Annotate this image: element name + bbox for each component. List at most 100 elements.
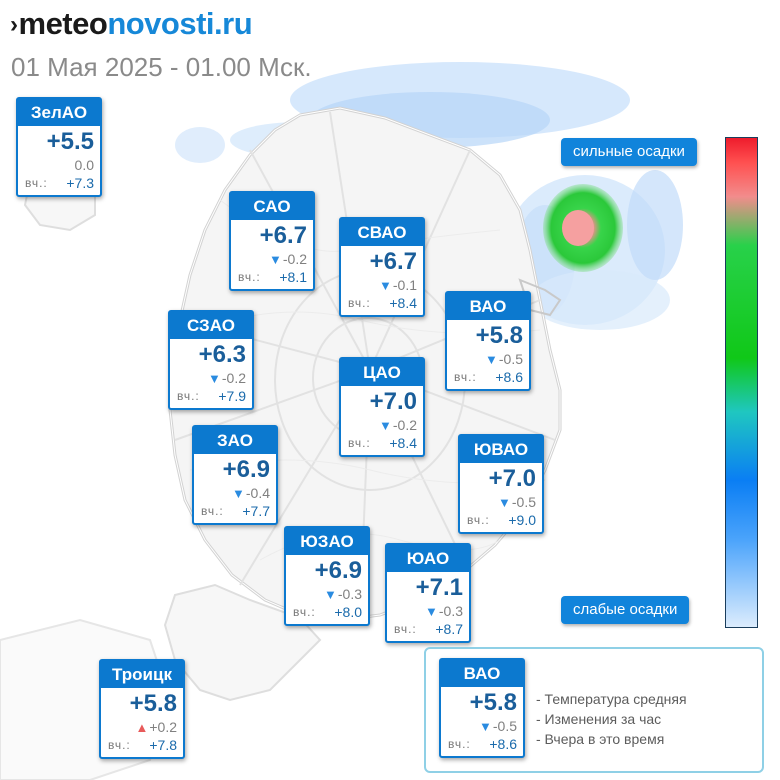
change-value: +0.2 <box>149 719 177 735</box>
arrow-down-icon: ▼ <box>269 252 282 267</box>
legend-note-yesterday: - Вчера в это время <box>536 731 665 747</box>
avg-temperature: +7.0 <box>488 465 536 492</box>
avg-temperature: +6.7 <box>369 248 417 275</box>
avg-temperature: +6.7 <box>259 222 307 249</box>
district-card-yuvao[interactable]: ЮВАО +7.0 ▼-0.5 вч.: +9.0 <box>458 434 544 534</box>
avg-temperature: +6.3 <box>198 341 246 368</box>
yesterday-temperature: +7.7 <box>242 503 270 519</box>
hourly-change: ▼-0.5 <box>485 351 523 367</box>
hourly-change: ▼-0.4 <box>232 485 270 501</box>
avg-temperature: +5.8 <box>129 690 177 717</box>
yesterday-temperature: +8.0 <box>334 604 362 620</box>
scale-label-strong: сильные осадки <box>561 138 697 166</box>
district-card-yuao[interactable]: ЮАО +7.1 ▼-0.3 вч.: +8.7 <box>385 543 471 643</box>
change-value: -0.2 <box>221 370 246 386</box>
scale-label-weak: слабые осадки <box>561 596 690 624</box>
precipitation-color-scale <box>725 137 758 628</box>
district-card-vao[interactable]: ВАО +5.8 ▼-0.5 вч.: +8.6 <box>445 291 531 391</box>
avg-temperature: +5.8 <box>475 322 523 349</box>
yesterday-temperature: +8.4 <box>389 435 417 451</box>
arrow-down-icon: ▼ <box>379 418 392 433</box>
legend-notes: - Температура средняя - Изменения за час… <box>536 689 687 749</box>
yesterday-label: вч.: <box>238 270 261 284</box>
hourly-change: ▲+0.2 <box>135 719 177 735</box>
district-name: ЦАО <box>341 359 423 386</box>
yesterday-label: вч.: <box>467 513 490 527</box>
legend-sample-yesterday-label: вч.: <box>448 737 471 751</box>
yesterday-temperature: +8.4 <box>389 295 417 311</box>
avg-temperature: +6.9 <box>314 557 362 584</box>
district-name: ЮАО <box>387 545 469 572</box>
arrow-down-icon: ▼ <box>324 587 337 602</box>
district-card-svao[interactable]: СВАО +6.7 ▼-0.1 вч.: +8.4 <box>339 217 425 317</box>
yesterday-label: вч.: <box>201 504 224 518</box>
yesterday-temperature: +7.3 <box>66 175 94 191</box>
change-value: -0.5 <box>511 494 536 510</box>
hourly-change: ▼-0.5 <box>498 494 536 510</box>
yesterday-label: вч.: <box>454 370 477 384</box>
district-card-cao[interactable]: ЦАО +7.0 ▼-0.2 вч.: +8.4 <box>339 357 425 457</box>
yesterday-temperature: +8.6 <box>495 369 523 385</box>
site-logo: ›meteonovosti.ru <box>10 6 253 42</box>
arrow-up-icon: ▲ <box>135 720 149 735</box>
arrow-down-icon: ▼ <box>425 604 438 619</box>
arrow-down-icon: ▼ <box>479 719 492 734</box>
change-value: -0.3 <box>438 603 463 619</box>
arrow-down-icon: ▼ <box>208 371 221 386</box>
avg-temperature: +6.9 <box>222 456 270 483</box>
yesterday-label: вч.: <box>108 738 131 752</box>
yesterday-label: вч.: <box>348 296 371 310</box>
legend-panel: ВАО +5.8 ▼-0.5 вч.: +8.6 - Температура с… <box>424 647 764 773</box>
district-name: ЮЗАО <box>286 528 368 555</box>
hourly-change: ▼-0.1 <box>379 277 417 293</box>
arrow-down-icon: ▼ <box>379 278 392 293</box>
yesterday-temperature: +8.7 <box>435 621 463 637</box>
district-card-yuzao[interactable]: ЮЗАО +6.9 ▼-0.3 вч.: +8.0 <box>284 526 370 626</box>
district-name: ВАО <box>447 293 529 320</box>
district-card-szao[interactable]: СЗАО +6.3 ▼-0.2 вч.: +7.9 <box>168 310 254 410</box>
arrow-down-icon: ▼ <box>485 352 498 367</box>
district-name: Троицк <box>101 661 183 688</box>
yesterday-temperature: +7.8 <box>149 737 177 753</box>
yesterday-label: вч.: <box>293 605 316 619</box>
logo-mark-icon: › <box>10 11 18 38</box>
district-name: САО <box>231 193 313 220</box>
district-card-troitsk[interactable]: Троицк +5.8 ▲+0.2 вч.: +7.8 <box>99 659 185 759</box>
change-value: -0.4 <box>245 485 270 501</box>
district-card-zelao[interactable]: ЗелАО +5.5 0.0 вч.: +7.3 <box>16 97 102 197</box>
change-value: -0.5 <box>498 351 523 367</box>
yesterday-label: вч.: <box>348 436 371 450</box>
change-value: -0.5 <box>492 718 517 734</box>
legend-note-hourly-change: - Изменения за час <box>536 711 662 727</box>
hourly-change: ▼-0.2 <box>208 370 246 386</box>
arrow-down-icon: ▼ <box>232 486 245 501</box>
district-card-zao[interactable]: ЗАО +6.9 ▼-0.4 вч.: +7.7 <box>192 425 278 525</box>
change-value: -0.2 <box>392 417 417 433</box>
change-value: -0.3 <box>337 586 362 602</box>
hourly-change: ▼-0.2 <box>379 417 417 433</box>
change-value: -0.1 <box>392 277 417 293</box>
legend-note-avg-temp: - Температура средняя <box>536 691 687 707</box>
district-card-sao[interactable]: САО +6.7 ▼-0.2 вч.: +8.1 <box>229 191 315 291</box>
logo-text-meteo: meteo <box>18 6 108 41</box>
yesterday-label: вч.: <box>177 389 200 403</box>
yesterday-label: вч.: <box>394 622 417 636</box>
district-name: ЗелАО <box>18 99 100 126</box>
forecast-datetime: 01 Мая 2025 - 01.00 Мск. <box>11 52 312 82</box>
hourly-change: ▼-0.3 <box>324 586 362 602</box>
hourly-change: ▼-0.2 <box>269 251 307 267</box>
avg-temperature: +7.0 <box>369 388 417 415</box>
yesterday-temperature: +7.9 <box>218 388 246 404</box>
arrow-down-icon: ▼ <box>498 495 511 510</box>
hourly-change: 0.0 <box>75 157 94 173</box>
legend-sample-change: ▼-0.5 <box>479 718 517 734</box>
district-name: ЗАО <box>194 427 276 454</box>
legend-sample-card: ВАО +5.8 ▼-0.5 вч.: +8.6 <box>439 658 525 758</box>
legend-sample-name: ВАО <box>441 660 523 687</box>
logo-text-novosti: novosti.ru <box>107 6 253 41</box>
legend-sample-temperature: +5.8 <box>469 689 517 716</box>
avg-temperature: +7.1 <box>415 574 463 601</box>
yesterday-temperature: +8.1 <box>279 269 307 285</box>
yesterday-temperature: +9.0 <box>508 512 536 528</box>
district-name: СВАО <box>341 219 423 246</box>
